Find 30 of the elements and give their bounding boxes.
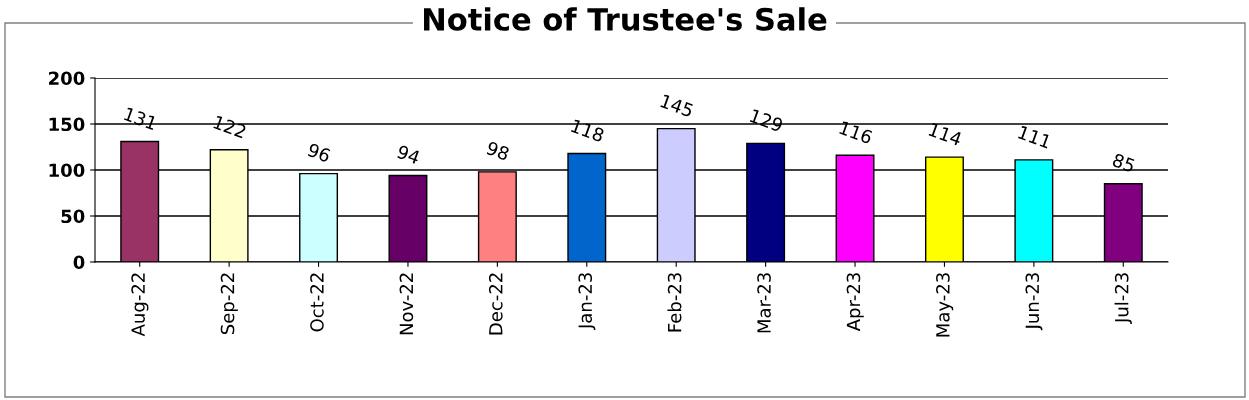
- data-label: 131: [123, 106, 158, 131]
- x-tick-label: Dec-22: [488, 273, 503, 335]
- y-tick-label: 150: [49, 117, 85, 132]
- y-tick-label: 50: [61, 209, 85, 224]
- x-tick-label: Jul-23: [1114, 273, 1132, 324]
- x-tick-label: May-23: [936, 273, 954, 337]
- x-tick-label: Mar-23: [757, 273, 771, 333]
- data-label: 145: [660, 94, 694, 118]
- data-label: 118: [570, 118, 605, 143]
- x-tick-label: Sep-22: [220, 273, 238, 335]
- x-tick-label: Jun-23: [1025, 273, 1043, 331]
- chart-title: Notice of Trustee's Sale: [424, 7, 827, 31]
- y-tick-label: 100: [49, 163, 85, 178]
- data-label: 85: [1111, 152, 1136, 173]
- data-label: 94: [396, 144, 421, 165]
- data-label: 116: [838, 120, 874, 145]
- y-tick-label: 0: [73, 255, 85, 270]
- x-tick-label: Aug-22: [131, 273, 149, 337]
- data-label: 98: [485, 140, 510, 161]
- data-label: 122: [213, 115, 247, 139]
- x-tick-label: Feb-23: [667, 273, 682, 332]
- data-label: 111: [1017, 125, 1052, 149]
- x-tick-label: Apr-23: [846, 273, 864, 332]
- data-label: 114: [928, 122, 963, 146]
- y-tick-label: 200: [49, 71, 85, 86]
- x-tick-label: Jan-23: [578, 273, 596, 330]
- x-tick-label: Oct-22: [310, 273, 324, 332]
- data-label: 129: [749, 108, 784, 133]
- data-label: 96: [307, 142, 332, 163]
- x-tick-label: Nov-22: [399, 273, 414, 335]
